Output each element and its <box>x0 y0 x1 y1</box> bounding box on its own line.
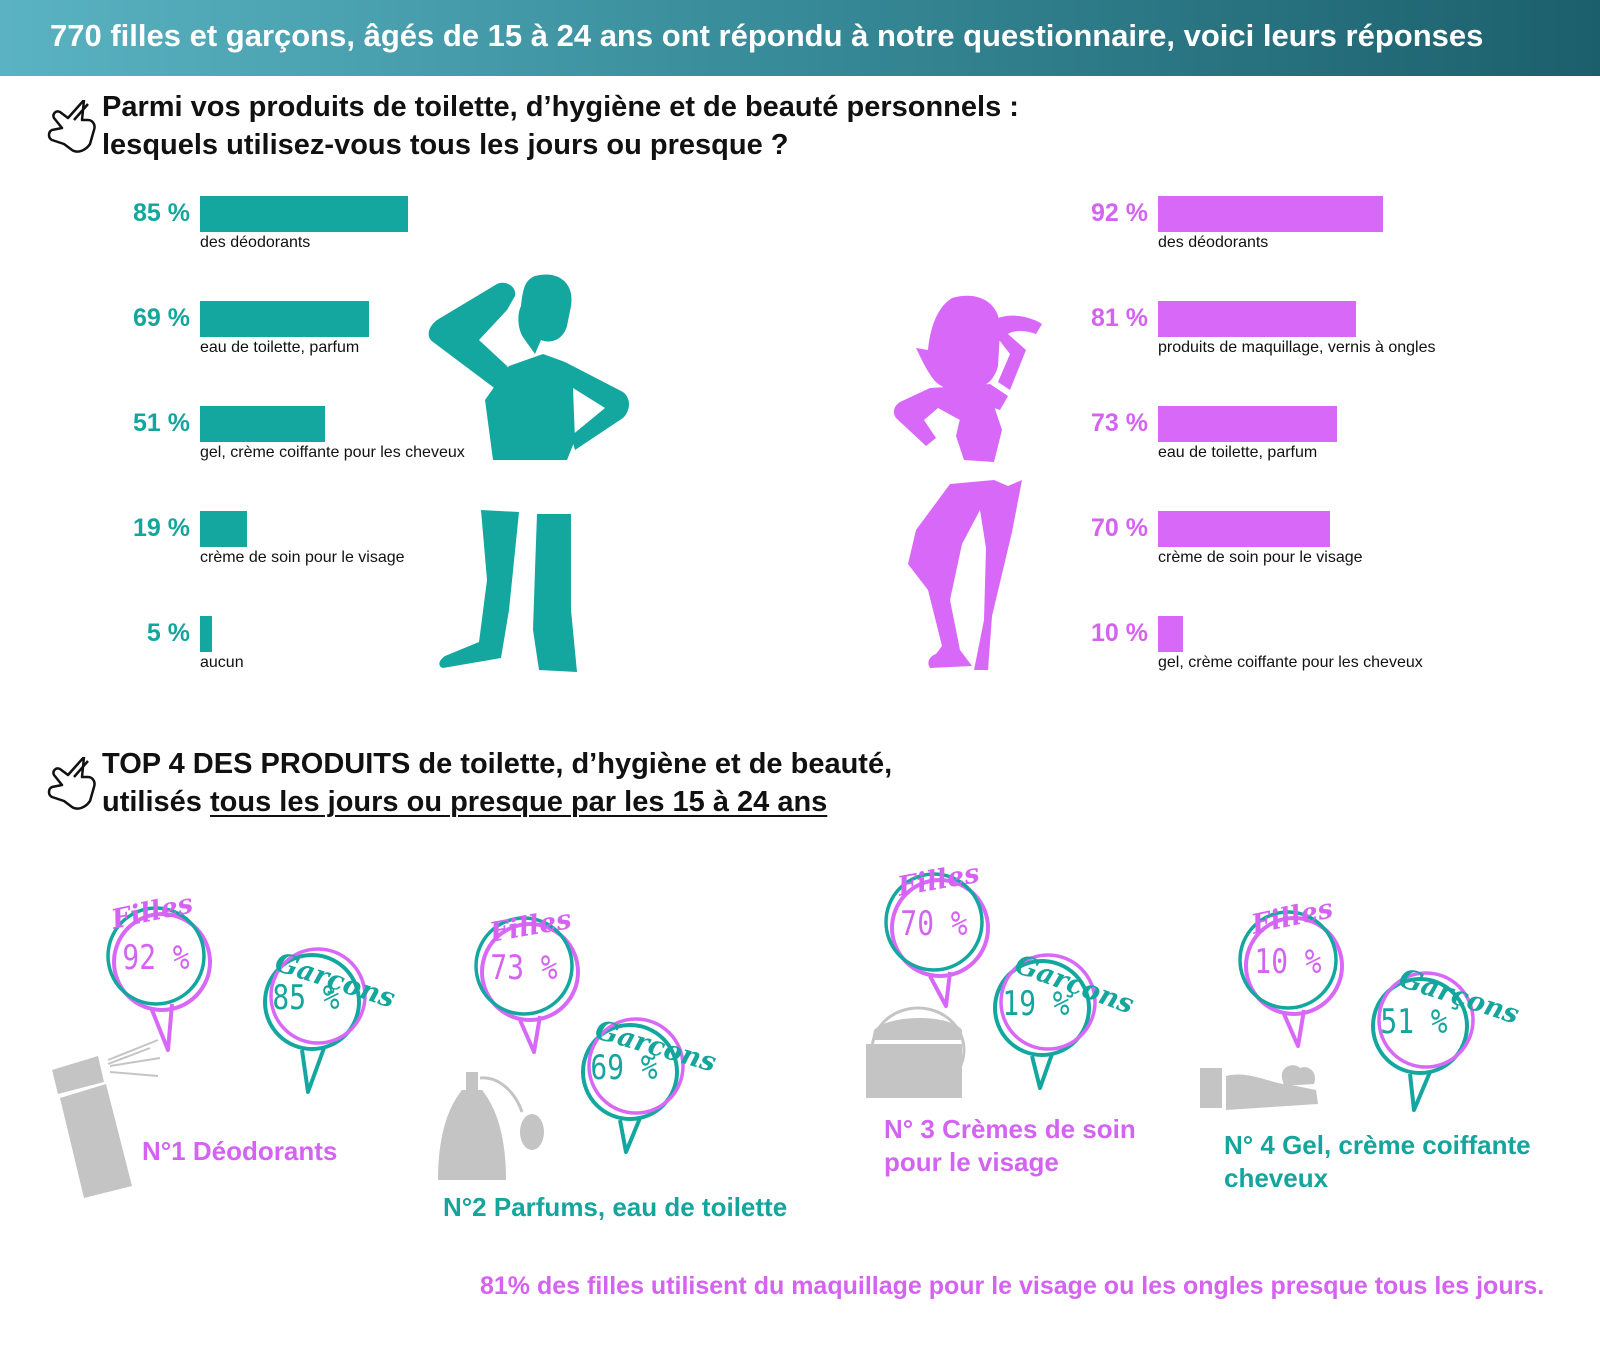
girl-silhouette-icon <box>893 295 1042 670</box>
top-banner: 770 filles et garçons, âgés de 15 à 24 a… <box>0 0 1600 76</box>
top4-3-garcons-value: 19 % <box>1002 984 1070 1024</box>
top4-2-garcons-value: 69 % <box>590 1048 658 1088</box>
question1-line2: lesquels utilisez-vous tous les jours ou… <box>102 129 789 161</box>
girls-category-label-1: produits de maquillage, vernis à ongles <box>1158 339 1436 356</box>
deodorant-spray-icon <box>52 1039 161 1198</box>
banner-title: 770 filles et garçons, âgés de 15 à 24 a… <box>50 18 1484 53</box>
boys-bar-4 <box>200 616 212 652</box>
girls-category-label-4: gel, crème coiffante pour les cheveux <box>1158 654 1423 671</box>
top4-4-garcons-value: 51 % <box>1380 1002 1448 1042</box>
boys-bar-3 <box>200 511 247 547</box>
top4-3-caption-line2: pour le visage <box>884 1147 1059 1177</box>
girls-value-label-0: 92 % <box>1091 199 1148 227</box>
top4-4-caption-line2: cheveux <box>1224 1163 1329 1193</box>
girls-value-label-3: 70 % <box>1091 514 1148 542</box>
boys-category-label-4: aucun <box>200 654 244 671</box>
question2-line2-prefix: utilisés <box>102 786 210 818</box>
boys-category-label-3: crème de soin pour le visage <box>200 549 405 566</box>
boys-category-label-0: des déodorants <box>200 234 311 251</box>
top4-3-filles-value: 70 % <box>900 904 968 944</box>
boys-value-label-0: 85 % <box>133 199 190 227</box>
top4-2-caption: N°2 Parfums, eau de toilette <box>443 1192 788 1222</box>
boys-bar-2 <box>200 406 325 442</box>
top4-4-caption: N° 4 Gel, crème coiffante <box>1224 1130 1531 1160</box>
girls-value-label-1: 81 % <box>1091 304 1148 332</box>
top4-3-caption: N° 3 Crèmes de soin <box>884 1114 1136 1144</box>
girls-value-label-4: 10 % <box>1091 619 1148 647</box>
girls-category-label-2: eau de toilette, parfum <box>1158 444 1318 461</box>
girls-category-label-3: crème de soin pour le visage <box>1158 549 1363 566</box>
question2-line2-underlined: tous les jours ou presque par les 15 à 2… <box>210 786 828 818</box>
boy-silhouette-icon <box>428 274 629 672</box>
girls-bar-2 <box>1158 406 1337 442</box>
top4-1-caption: N°1 Déodorants <box>142 1136 338 1166</box>
boys-category-label-1: eau de toilette, parfum <box>200 339 360 356</box>
boys-bar-1 <box>200 301 369 337</box>
girls-bar-1 <box>1158 301 1356 337</box>
boys-value-label-2: 51 % <box>133 409 190 437</box>
boys-bar-0 <box>200 196 408 232</box>
top4-2-filles-value: 73 % <box>490 948 558 988</box>
cream-jar-icon <box>866 1006 966 1098</box>
girls-bar-3 <box>1158 511 1330 547</box>
gel-hand-icon <box>1200 1065 1318 1110</box>
girls-value-label-2: 73 % <box>1091 409 1148 437</box>
boys-category-label-2: gel, crème coiffante pour les cheveux <box>200 444 465 461</box>
perfume-bottle-icon <box>438 1072 544 1180</box>
top4-bubbles-graphic <box>52 872 1475 1198</box>
pointing-hand-icon <box>47 100 96 153</box>
pointing-hand-icon-2 <box>47 757 96 810</box>
question2-line2: utilisés tous les jours ou presque par l… <box>102 783 827 821</box>
girls-bar-4 <box>1158 616 1183 652</box>
footer-note: 81% des filles utilisent du maquillage p… <box>480 1272 1545 1300</box>
question2-line1: TOP 4 DES PRODUITS de toilette, d’hygièn… <box>102 748 893 780</box>
boys-value-label-1: 69 % <box>133 304 190 332</box>
top4-1-filles-value: 92 % <box>122 938 190 978</box>
top4-4-filles-value: 10 % <box>1254 942 1322 982</box>
boys-value-label-3: 19 % <box>133 514 190 542</box>
boys-value-label-4: 5 % <box>146 619 190 647</box>
question1-line1: Parmi vos produits de toilette, d’hygièn… <box>102 91 1019 123</box>
girls-bar-0 <box>1158 196 1383 232</box>
top4-1-garcons-value: 85 % <box>272 978 340 1018</box>
girls-category-label-0: des déodorants <box>1158 234 1269 251</box>
